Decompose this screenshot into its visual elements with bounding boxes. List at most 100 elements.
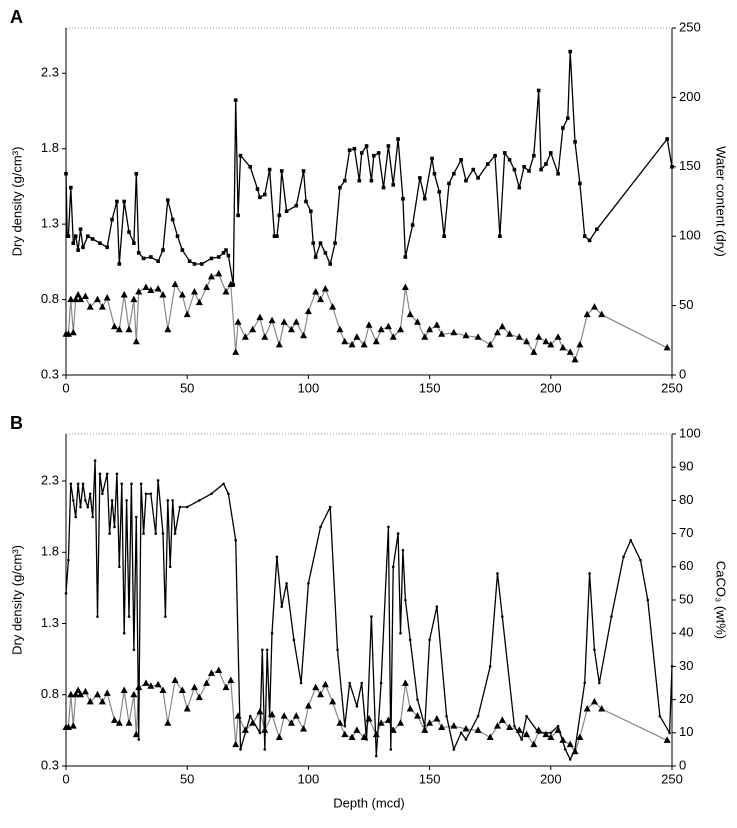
square-marker xyxy=(430,156,434,161)
dot-marker xyxy=(168,565,172,569)
triangle-marker xyxy=(329,303,337,310)
triangle-marker xyxy=(300,724,308,732)
triangle-marker xyxy=(397,719,405,726)
triangle-marker xyxy=(401,283,409,290)
dot-marker xyxy=(396,532,400,535)
triangle-marker xyxy=(506,723,514,731)
dot-marker xyxy=(166,499,170,502)
square-marker xyxy=(166,198,170,202)
dot-marker xyxy=(525,714,528,718)
square-marker xyxy=(507,158,512,162)
y-tick-label: 1.3 xyxy=(41,615,59,630)
triangle-marker xyxy=(292,318,300,325)
triangle-marker xyxy=(462,331,470,339)
dot-marker xyxy=(227,492,230,496)
dot-marker xyxy=(658,714,662,718)
x-tick-label: 0 xyxy=(62,380,69,395)
square-marker xyxy=(64,171,68,176)
y-axis-label: Dry density (g/cm³) xyxy=(9,147,24,257)
square-marker xyxy=(199,262,204,266)
square-marker xyxy=(357,178,362,183)
square-marker xyxy=(498,234,502,238)
triangle-marker xyxy=(571,355,579,363)
square-marker xyxy=(532,153,536,158)
triangle-marker xyxy=(159,291,167,298)
y-tick-label: 0.3 xyxy=(41,757,59,772)
square-marker xyxy=(595,227,599,232)
square-marker xyxy=(372,153,376,158)
triangle-marker xyxy=(227,676,235,684)
triangle-marker xyxy=(207,669,215,676)
square-marker xyxy=(161,248,165,252)
dot-marker xyxy=(307,582,310,585)
triangle-marker xyxy=(232,740,240,748)
dot-marker xyxy=(622,555,625,559)
triangle-marker xyxy=(110,716,118,723)
dot-marker xyxy=(319,525,322,529)
square-marker xyxy=(670,165,674,169)
dot-marker xyxy=(156,479,160,482)
y-tick-label: 2.3 xyxy=(41,65,59,80)
triangle-marker xyxy=(72,295,80,303)
triangle-marker xyxy=(215,269,223,277)
dot-marker xyxy=(668,731,671,735)
dot-marker xyxy=(401,548,405,552)
dot-marker xyxy=(360,681,364,685)
square-marker xyxy=(236,213,240,218)
triangle-marker xyxy=(321,285,329,292)
triangle-marker xyxy=(389,333,397,340)
dot-marker xyxy=(98,472,102,476)
square-marker xyxy=(275,234,279,238)
triangle-marker xyxy=(94,690,102,698)
triangle-marker xyxy=(241,726,249,733)
x-tick-label: 200 xyxy=(540,771,562,786)
triangle-marker xyxy=(450,722,458,729)
square-marker xyxy=(410,223,415,227)
triangle-marker xyxy=(275,340,283,348)
triangle-marker xyxy=(348,340,356,348)
triangle-marker xyxy=(598,705,606,712)
square-marker xyxy=(381,185,386,190)
triangle-marker xyxy=(115,719,123,726)
triangle-marker xyxy=(195,298,203,306)
triangle-marker xyxy=(81,687,89,695)
triangle-marker xyxy=(377,325,385,333)
dot-marker xyxy=(171,499,174,502)
dot-marker xyxy=(105,472,109,476)
dot-marker xyxy=(127,615,131,618)
triangle-marker xyxy=(171,280,179,287)
dot-marker xyxy=(488,665,492,668)
triangle-marker xyxy=(498,322,506,330)
triangle-marker xyxy=(103,689,111,696)
triangle-marker xyxy=(130,690,138,698)
triangle-marker xyxy=(506,330,514,337)
dot-marker xyxy=(285,582,288,585)
dot-marker xyxy=(132,648,136,652)
dot-marker xyxy=(108,532,111,535)
y2-tick-label: 200 xyxy=(679,89,701,104)
y2-tick-label: 60 xyxy=(679,558,693,573)
triangle-marker xyxy=(474,333,482,340)
y-tick-label: 1.8 xyxy=(41,544,59,559)
square-marker xyxy=(149,255,153,259)
dot-marker xyxy=(134,515,138,519)
y-tick-label: 2.3 xyxy=(41,472,59,487)
triangle-marker xyxy=(280,712,288,719)
dot-marker xyxy=(222,482,225,486)
dot-marker xyxy=(593,648,596,652)
triangle-marker xyxy=(583,705,591,712)
triangle-marker xyxy=(69,328,77,336)
dot-marker xyxy=(149,492,153,496)
triangle-marker xyxy=(321,680,329,688)
dot-marker xyxy=(185,505,189,509)
y2-tick-label: 80 xyxy=(679,492,693,507)
dot-marker xyxy=(370,615,373,618)
square-marker xyxy=(517,185,522,190)
triangle-marker xyxy=(547,340,555,348)
dot-marker xyxy=(423,724,427,728)
triangle-marker xyxy=(576,733,584,741)
x-tick-label: 50 xyxy=(180,380,194,395)
dot-marker xyxy=(88,492,92,496)
triangle-marker xyxy=(384,322,392,330)
y-tick-label: 1.3 xyxy=(41,216,59,231)
